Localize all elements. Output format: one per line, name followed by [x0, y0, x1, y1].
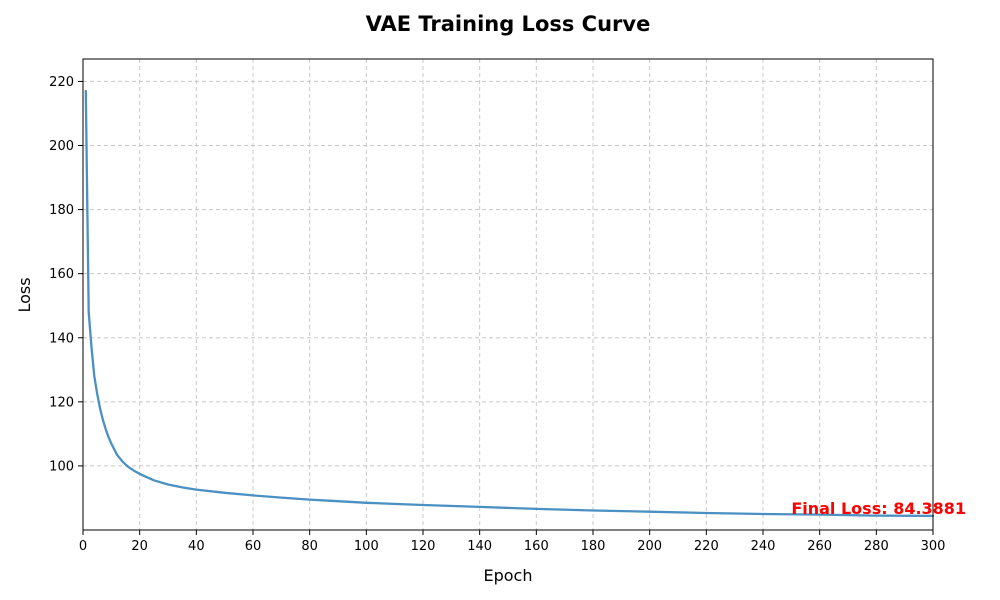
- x-tick-label: 220: [694, 539, 719, 554]
- x-tick-label: 140: [467, 539, 492, 554]
- final-loss-annotation: Final Loss: 84.3881: [791, 499, 966, 518]
- loss-series-line: [84, 89, 935, 518]
- x-tick-label: 280: [864, 539, 889, 554]
- x-tick-label: 100: [354, 539, 379, 554]
- x-tick-label: 180: [581, 539, 606, 554]
- y-tick-label: 140: [49, 331, 74, 346]
- x-tick-label: 120: [411, 539, 436, 554]
- y-tick-label: 160: [49, 267, 74, 282]
- x-tick-label: 60: [245, 539, 262, 554]
- x-axis-label: Epoch: [484, 566, 533, 585]
- y-axis-label: Loss: [15, 277, 34, 312]
- series-layer: [84, 89, 935, 518]
- x-tick-label: 20: [131, 539, 148, 554]
- x-tick-label: 240: [751, 539, 776, 554]
- x-tick-label: 160: [524, 539, 549, 554]
- y-tick-label: 180: [49, 203, 74, 218]
- x-tick-label: 80: [301, 539, 318, 554]
- x-tick-label: 260: [807, 539, 832, 554]
- x-tick-label: 0: [79, 539, 87, 554]
- ticks-layer: 0 20 40 60 80 100 120 140 160 180 200 220 240 260 280 3…: [49, 75, 945, 554]
- y-tick-label: 100: [49, 459, 74, 474]
- grid: [82, 59, 934, 530]
- y-tick-label: 120: [49, 395, 74, 410]
- plot-frame: [82, 58, 934, 531]
- y-tick-label: 200: [49, 139, 74, 154]
- annotation-layer: Final Loss: 84.3881: [791, 499, 966, 518]
- chart-title: VAE Training Loss Curve: [366, 12, 651, 36]
- y-tick-label: 220: [49, 75, 74, 90]
- x-tick-label: 40: [188, 539, 205, 554]
- x-tick-label: 200: [637, 539, 662, 554]
- x-tick-label: 300: [921, 539, 946, 554]
